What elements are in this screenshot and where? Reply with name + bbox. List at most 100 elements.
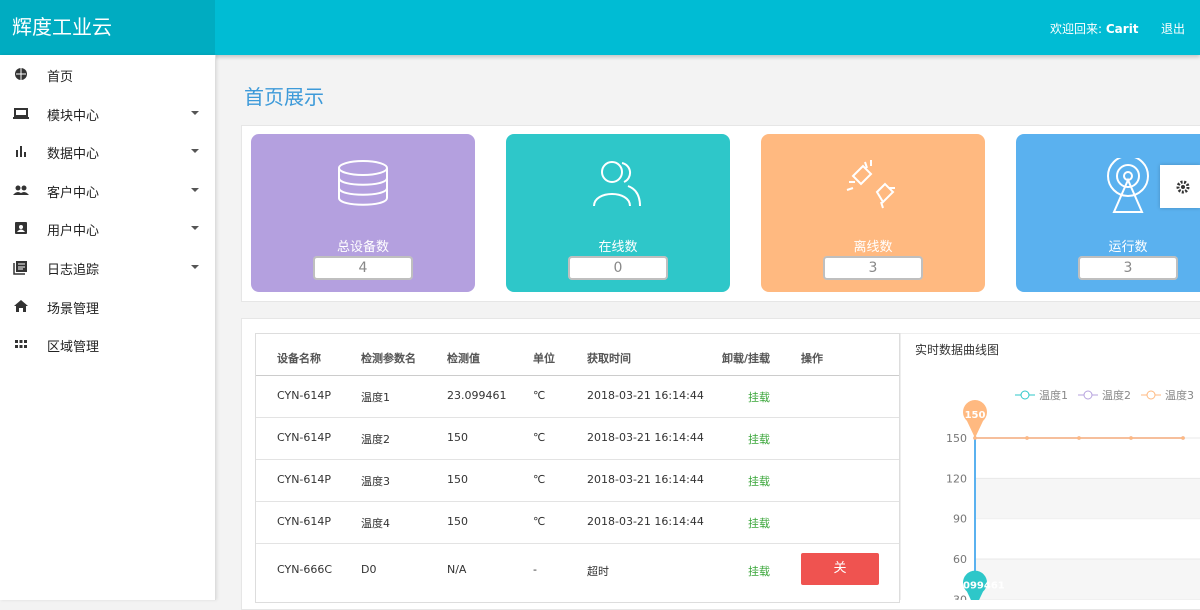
dropdown-arrow — [191, 265, 199, 269]
legend-label: 温度3 — [1165, 388, 1194, 402]
nav-label: 客户中心 — [47, 185, 100, 201]
stat-value: 3 — [1078, 256, 1178, 280]
row-divider — [256, 375, 899, 376]
dropdown-arrow — [191, 110, 199, 115]
nav-item[interactable]: 日志追踪 — [0, 248, 215, 286]
user-name: Carit — [1105, 22, 1139, 36]
nav-label: 用户中心 — [47, 224, 100, 240]
legend-marker — [1146, 390, 1156, 400]
nav-label: 模块中心 — [47, 108, 100, 124]
legend-label: 温度2 — [1102, 388, 1131, 402]
nav-icon — [15, 68, 27, 80]
nav-item[interactable]: 客户中心 — [0, 171, 215, 209]
pin-label: 23.099461 — [945, 581, 1005, 592]
y-tick-label: 60 — [953, 553, 967, 566]
data-point — [1129, 436, 1133, 440]
nav-label: 区域管理 — [47, 340, 100, 356]
y-tick-label: 90 — [953, 513, 967, 526]
table-cell: 2018-03-21 16:14:44 — [587, 515, 704, 528]
data-table: 设备名称 检测参数名 检测值 单位 获取时间 卸载/挂载 操作 CYN-614P 温度1 23.0… — [255, 333, 900, 603]
y-tick-label: 150 — [946, 432, 967, 445]
brand: 辉度工业云 — [0, 0, 215, 55]
data-point — [1181, 436, 1185, 440]
y-tick-label: 120 — [946, 472, 967, 485]
stat-card: 总设备数 4 — [251, 134, 475, 292]
off-button[interactable]: 关 — [801, 553, 879, 585]
stat-panel: 总设备数 4 在线数 0 离线数 3 运行数 3 — [241, 125, 1200, 302]
nav-icon — [15, 222, 27, 235]
table-cell: 温度3 — [361, 475, 390, 488]
table-cell: 150 — [447, 473, 468, 486]
nav-icon — [15, 340, 27, 349]
stat-value: 3 — [823, 256, 923, 280]
nav-label: 场景管理 — [47, 301, 100, 317]
y-tick-label: 30 — [953, 593, 967, 600]
stat-icon — [1107, 158, 1149, 213]
split-area — [975, 478, 1200, 519]
data-point — [1077, 436, 1081, 440]
nav-icon — [13, 185, 29, 195]
settings-button[interactable] — [1160, 165, 1200, 208]
mount-status: 挂载 — [748, 517, 770, 530]
table-cell: 温度4 — [361, 517, 390, 530]
data-point — [1025, 436, 1029, 440]
row-divider — [256, 501, 899, 502]
table-cell: CYN-614P — [277, 515, 332, 528]
table-cell: 150 — [447, 515, 468, 528]
legend-marker — [1083, 390, 1093, 400]
table-cell: 2018-03-21 16:14:44 — [587, 389, 704, 402]
nav-item[interactable]: 区域管理 — [0, 325, 215, 363]
chart-title: 实时数据曲线图 — [915, 342, 999, 357]
dropdown-arrow — [191, 226, 199, 231]
gear-icon — [1176, 180, 1190, 194]
nav-item[interactable]: 首页 — [0, 55, 215, 93]
legend-label: 温度1 — [1039, 388, 1068, 402]
table-cell: 温度2 — [361, 433, 390, 446]
mark-pin — [963, 400, 987, 438]
stat-card: 在线数 0 — [506, 134, 730, 292]
table-header: 单位 — [533, 352, 555, 365]
table-cell: 2018-03-21 16:14:44 — [587, 473, 704, 486]
stat-label: 在线数 — [598, 240, 638, 255]
stat-card: 离线数 3 — [761, 134, 985, 292]
dropdown-arrow — [191, 187, 199, 192]
page-title: 首页展示 — [244, 85, 324, 109]
table-header: 获取时间 — [587, 352, 631, 365]
legend-marker — [1020, 390, 1030, 400]
table-cell: CYN-614P — [277, 389, 332, 402]
table-cell: CYN-666C — [277, 563, 333, 576]
table-header: 操作 — [801, 352, 823, 365]
mount-status: 挂载 — [748, 391, 770, 404]
nav-label: 数据中心 — [47, 147, 100, 163]
stat-label: 离线数 — [853, 240, 893, 255]
sidebar: 首页模块中心数据中心客户中心用户中心日志追踪场景管理区域管理 — [0, 55, 216, 600]
nav-item[interactable]: 模块中心 — [0, 94, 215, 132]
stat-icon — [338, 160, 388, 206]
table-cell: 23.099461 — [447, 389, 507, 402]
nav-item[interactable]: 场景管理 — [0, 287, 215, 325]
stat-value: 0 — [568, 256, 668, 280]
table-cell: ℃ — [533, 473, 546, 486]
logout[interactable]: 退出 — [1161, 22, 1186, 36]
stat-card: 运行数 3 — [1016, 134, 1200, 292]
pin-label: 150 — [965, 410, 986, 421]
table-cell: ℃ — [533, 431, 546, 444]
nav-icon — [13, 261, 27, 275]
table-cell: ℃ — [533, 515, 546, 528]
nav-label: 首页 — [47, 70, 74, 85]
table-cell: 2018-03-21 16:14:44 — [587, 431, 704, 444]
stat-label: 总设备数 — [336, 240, 389, 255]
mount-status: 挂载 — [748, 433, 770, 446]
table-cell: CYN-614P — [277, 431, 332, 444]
nav-icon — [16, 146, 26, 158]
nav-item[interactable]: 用户中心 — [0, 209, 215, 247]
nav-item[interactable]: 数据中心 — [0, 132, 215, 170]
mark-pin — [963, 570, 987, 600]
table-cell: CYN-614P — [277, 473, 332, 486]
mount-status: 挂载 — [748, 565, 770, 578]
table-cell: D0 — [361, 563, 377, 576]
row-divider — [256, 543, 899, 544]
table-cell: ℃ — [533, 389, 546, 402]
table-header: 卸载/挂载 — [722, 352, 771, 365]
